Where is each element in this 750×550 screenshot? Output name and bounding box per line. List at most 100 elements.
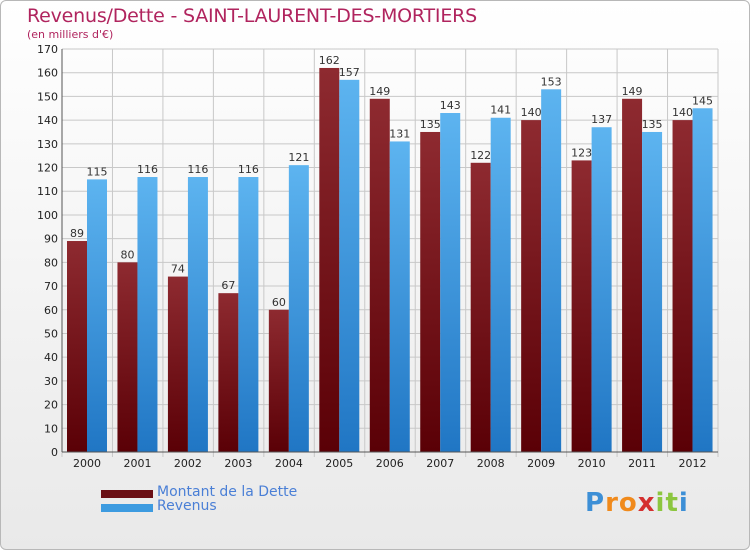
- x-tick-label: 2007: [426, 457, 454, 470]
- y-tick-label: 140: [37, 114, 58, 127]
- bar-revenus: [339, 79, 360, 452]
- bar-revenus: [389, 141, 410, 452]
- y-tick-label: 170: [37, 43, 58, 56]
- bar-dette: [420, 131, 441, 452]
- bar-dette: [268, 309, 289, 452]
- y-tick-label: 160: [37, 67, 58, 80]
- x-tick-label: 2006: [376, 457, 404, 470]
- bar-revenus: [187, 177, 208, 452]
- value-label-dette: 80: [120, 248, 134, 261]
- y-tick-label: 20: [44, 399, 58, 412]
- value-label-revenus: 121: [288, 151, 309, 164]
- bar-dette: [571, 160, 592, 452]
- value-label-dette: 140: [521, 106, 542, 119]
- y-tick-label: 30: [44, 375, 58, 388]
- logo-letter: x: [637, 488, 656, 518]
- bar-revenus: [87, 179, 107, 452]
- value-label-dette: 122: [470, 149, 491, 162]
- y-tick-label: 0: [51, 446, 58, 459]
- bar-revenus: [238, 177, 259, 452]
- y-tick-label: 150: [37, 90, 58, 103]
- bar-dette: [470, 162, 491, 452]
- bar-dette: [218, 293, 239, 452]
- logo-letter: r: [605, 488, 619, 518]
- x-tick-label: 2003: [224, 457, 252, 470]
- x-tick-label: 2004: [275, 457, 303, 470]
- value-label-dette: 74: [171, 263, 185, 276]
- bar-dette: [117, 262, 138, 452]
- bar-revenus: [137, 177, 158, 452]
- x-tick-label: 2005: [325, 457, 353, 470]
- bars: [67, 67, 713, 453]
- legend-label-revenus: Revenus: [157, 498, 217, 514]
- x-tick-label: 2010: [578, 457, 606, 470]
- x-tick-label: 2011: [628, 457, 656, 470]
- value-label-revenus: 116: [137, 163, 158, 176]
- value-label-dette: 162: [319, 54, 340, 67]
- bar-dette: [672, 120, 693, 452]
- bar-dette: [521, 120, 542, 452]
- x-tick-label: 2002: [174, 457, 202, 470]
- value-label-dette: 60: [272, 296, 286, 309]
- value-label-dette: 89: [70, 227, 84, 240]
- logo-letter: i: [655, 488, 666, 518]
- value-label-dette: 67: [221, 279, 235, 292]
- value-label-revenus: 116: [238, 163, 259, 176]
- y-tick-label: 60: [44, 304, 58, 317]
- value-label-dette: 149: [622, 85, 643, 98]
- chart-subtitle: (en milliers d'€): [27, 28, 114, 41]
- logo-letter: P: [585, 488, 606, 518]
- x-tick-label: 2009: [527, 457, 555, 470]
- y-tick-label: 50: [44, 327, 58, 340]
- bar-revenus: [642, 131, 663, 452]
- value-label-revenus: 145: [692, 94, 713, 107]
- bar-revenus: [490, 117, 511, 452]
- value-label-revenus: 143: [440, 99, 461, 112]
- y-tick-label: 70: [44, 280, 58, 293]
- y-tick-label: 90: [44, 233, 58, 246]
- value-label-dette: 135: [420, 118, 441, 131]
- chart-title: Revenus/Dette - SAINT-LAURENT-DES-MORTIE…: [27, 5, 478, 27]
- y-tick-label: 80: [44, 256, 58, 269]
- bar-dette: [167, 276, 188, 452]
- legend-swatch-dette: [101, 490, 153, 498]
- bar-revenus: [591, 127, 612, 453]
- value-label-dette: 140: [672, 106, 693, 119]
- logo-letter: o: [618, 488, 638, 518]
- y-tick-label: 130: [37, 138, 58, 151]
- value-label-revenus: 115: [87, 165, 108, 178]
- bar-revenus: [692, 108, 713, 452]
- y-tick-label: 100: [37, 209, 58, 222]
- logo-letter: t: [665, 488, 679, 518]
- y-tick-label: 120: [37, 162, 58, 175]
- axes: 0 10 20 30 40 50 60 70 80 90 100 110 120 130 140 150 160…: [37, 43, 718, 470]
- bar-revenus: [541, 89, 562, 453]
- value-label-revenus: 153: [541, 75, 562, 88]
- bar-dette: [369, 98, 390, 453]
- value-label-revenus: 141: [490, 104, 511, 117]
- y-tick-label: 10: [44, 422, 58, 435]
- value-label-revenus: 157: [339, 66, 360, 79]
- legend-swatch-revenus: [101, 504, 153, 512]
- value-label-dette: 149: [369, 85, 390, 98]
- x-tick-label: 2012: [679, 457, 707, 470]
- value-label-revenus: 131: [389, 127, 410, 140]
- value-label-revenus: 116: [187, 163, 208, 176]
- proxiti-logo: Proxiti: [585, 488, 689, 518]
- x-tick-label: 2000: [73, 457, 101, 470]
- x-tick-label: 2008: [477, 457, 505, 470]
- bar-dette: [319, 67, 340, 452]
- legend-label-dette: Montant de la Dette: [157, 484, 298, 500]
- value-label-revenus: 135: [642, 118, 663, 131]
- bar-dette: [622, 98, 643, 453]
- y-tick-label: 40: [44, 351, 58, 364]
- value-label-dette: 123: [571, 146, 592, 159]
- bar-dette: [67, 241, 87, 452]
- bar-revenus: [440, 113, 461, 452]
- logo-letter: i: [678, 488, 689, 518]
- x-tick-label: 2001: [123, 457, 151, 470]
- bar-revenus: [288, 165, 309, 453]
